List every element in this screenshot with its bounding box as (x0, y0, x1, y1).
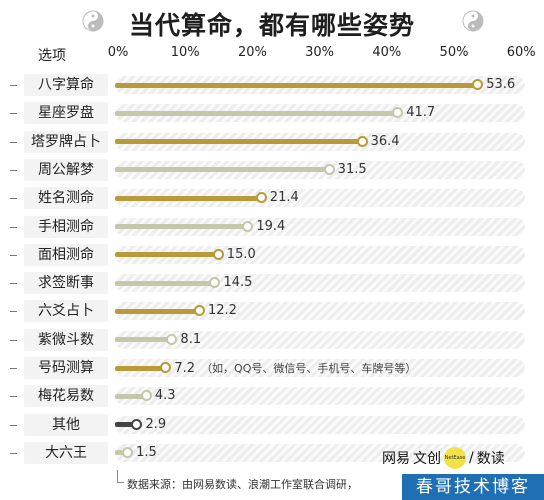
bar-end-dot (166, 333, 178, 345)
bar-end-dot (140, 390, 152, 402)
bar-end-dot (242, 220, 254, 232)
value-label: 8.1 (180, 331, 202, 347)
x-tick-label: 30% (305, 45, 335, 60)
bar-end-dot (356, 135, 368, 147)
category-label: 号码测算 (24, 357, 108, 379)
category-label: 求签断事 (24, 272, 108, 295)
bar-end-dot (122, 446, 134, 458)
value-label: 36.4 (370, 133, 400, 149)
value-label: 14.5 (223, 275, 253, 291)
source-hook-icon (117, 470, 124, 483)
bar (115, 280, 216, 286)
source-note: 数据来源：由网易数读、浪潮工作室联合调研， (127, 478, 358, 491)
value-label: 15.0 (226, 246, 256, 262)
bar (115, 450, 129, 456)
bar-end-dot (255, 192, 267, 204)
bar (115, 365, 167, 371)
category-label: 梅花易数 (24, 385, 108, 408)
row-background (115, 387, 525, 406)
brand-left: 网易 (382, 451, 410, 467)
bar-end-dot (209, 277, 221, 289)
bar (115, 195, 262, 201)
bar (115, 422, 138, 428)
brand-logo: 网易 文创 NetEase / 数读 (382, 447, 505, 469)
x-tick-label: 0% (107, 45, 129, 60)
x-tick-label: 50% (439, 45, 469, 60)
row-dash (10, 254, 17, 256)
brand-right: 数读 (476, 451, 505, 467)
value-label: 19.4 (256, 218, 286, 234)
category-label: 手相测命 (24, 215, 108, 238)
bar (115, 393, 147, 399)
brand-mid: 文创 (413, 451, 441, 467)
x-tick-label: 10% (170, 45, 200, 60)
bar (115, 252, 219, 258)
row-background (115, 217, 525, 236)
category-label: 紫微斗数 (24, 328, 108, 351)
x-tick-label: 40% (372, 45, 402, 60)
value-label: 2.9 (145, 416, 167, 432)
row-background (115, 302, 525, 321)
category-label: 塔罗牌占卜 (24, 130, 108, 153)
bar-end-dot (193, 305, 205, 317)
annotation: （如，QQ号、微信号、手机号、车牌号等） (201, 362, 417, 375)
bar-end-dot (160, 362, 172, 373)
category-label: 面相测命 (24, 243, 108, 266)
watermark: 春哥技术博客 (402, 474, 544, 500)
row-dash (10, 396, 17, 398)
row-dash (10, 339, 17, 341)
row-dash (10, 368, 17, 369)
category-label: 星座罗盘 (24, 102, 108, 125)
category-label: 周公解梦 (24, 158, 108, 181)
row-dash (10, 226, 17, 228)
category-label: 其他 (24, 413, 108, 436)
row-dash (10, 113, 17, 115)
value-label: 41.7 (406, 105, 436, 121)
bar (115, 308, 200, 314)
row-dash (10, 169, 17, 171)
yin-yang-left-icon (82, 10, 104, 32)
value-label: 21.4 (269, 190, 299, 206)
value-label: 53.6 (486, 77, 516, 92)
bar-end-dot (323, 163, 335, 175)
value-label: 1.5 (136, 444, 157, 460)
bar (115, 110, 399, 116)
bar-end-dot (392, 107, 404, 119)
category-label: 姓名测命 (24, 187, 108, 210)
row-background (115, 415, 525, 434)
bar-end-dot (212, 248, 224, 260)
category-label: 大六王 (24, 441, 108, 464)
row-dash (10, 141, 17, 143)
value-label: 4.3 (154, 388, 176, 404)
bar-end-dot (472, 79, 484, 90)
row-dash (10, 311, 17, 313)
x-tick-label: 20% (237, 45, 267, 60)
row-background (115, 189, 525, 208)
brand-dot: NetEase (444, 447, 466, 469)
row-dash (10, 198, 17, 200)
row-dash (10, 424, 17, 426)
bar (115, 337, 173, 343)
bar (115, 167, 330, 173)
row-dash (10, 85, 17, 86)
column-header: 选项 (38, 48, 66, 64)
bar-end-dot (131, 418, 143, 430)
chart-title: 当代算命，都有哪些姿势 (128, 11, 415, 40)
category-label: 六爻占卜 (24, 300, 108, 323)
yin-yang-right-icon (462, 10, 484, 32)
row-dash (10, 283, 17, 285)
x-tick-label: 60% (506, 45, 536, 60)
row-dash (10, 452, 17, 454)
row-background (115, 443, 525, 462)
bar (115, 224, 249, 229)
bar (115, 139, 363, 145)
category-label: 八字算命 (24, 74, 108, 96)
row-background (115, 359, 525, 377)
value-label: 31.5 (337, 161, 367, 177)
value-label: 7.2 （如，QQ号、微信号、手机号、车牌号等） (174, 361, 417, 376)
row-background (115, 330, 525, 349)
bar (115, 82, 479, 88)
value-label: 12.2 (207, 303, 237, 319)
